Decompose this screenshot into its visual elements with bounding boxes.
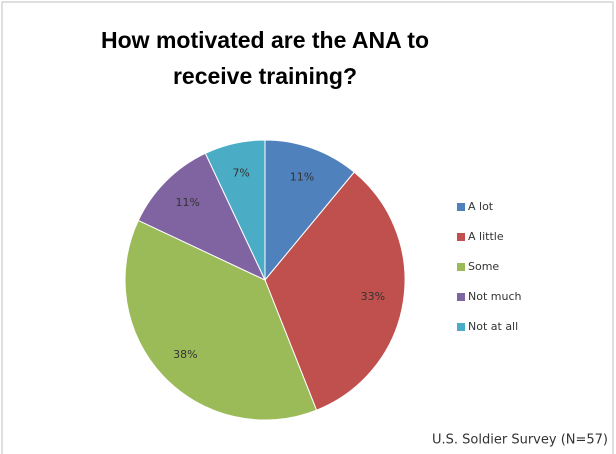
legend-swatch [457,263,465,271]
legend-label: Not much [468,290,522,303]
legend-label: Not at all [468,320,518,333]
legend-label: A lot [468,200,494,213]
legend-label: A little [468,230,504,243]
data-label: 7% [232,166,249,179]
pie-slice [137,152,267,282]
legend-swatch [457,293,465,301]
legend-swatch [457,323,465,331]
pie-slice [124,219,318,421]
pie-slice [264,139,355,282]
legend-label: Some [468,260,499,273]
data-label: 11% [176,196,200,209]
pie-slice [264,171,406,411]
legend-swatch [457,203,465,211]
legend-swatch [457,233,465,241]
annotation: U.S. Soldier Survey (N=57) [432,433,608,448]
data-label: 33% [361,290,385,303]
data-label: 38% [173,348,197,361]
pie-slice [204,139,266,281]
chart-title: How motivated are the ANA to receive tra… [101,27,429,89]
data-label: 11% [290,170,314,183]
